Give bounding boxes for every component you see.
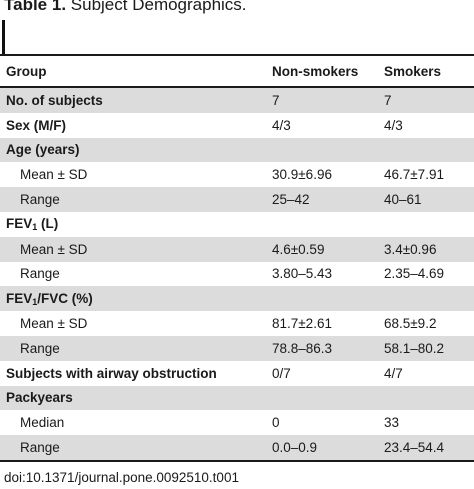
row-label-text: Range xyxy=(20,192,60,208)
table-header: Group Non-smokers Smokers xyxy=(0,56,474,88)
row-label-subscript: 1 xyxy=(32,296,38,307)
cell-non-smokers xyxy=(266,137,378,163)
table-row: Mean ± SD 30.9±6.96 46.7±7.91 xyxy=(0,162,474,188)
row-label: Sex (M/F) xyxy=(0,112,266,138)
row-label-text: No. of subjects xyxy=(6,92,103,108)
header-smokers: Smokers xyxy=(378,56,474,88)
cell-non-smokers: 4.6±0.59 xyxy=(266,236,378,262)
cell-non-smokers: 0/7 xyxy=(266,360,378,386)
row-label-text: Median xyxy=(20,415,65,431)
cell-non-smokers: 0.0–0.9 xyxy=(266,435,378,460)
cell-smokers: 2.35–4.69 xyxy=(378,261,474,287)
cell-non-smokers: 3.80–5.43 xyxy=(266,261,378,287)
cell-smokers xyxy=(378,137,474,163)
row-label-text: FEV xyxy=(6,290,33,306)
table-body: No. of subjects 7 7 Sex (M/F) 4/3 4/3 Age (yea… xyxy=(0,87,474,460)
row-label-text: Mean ± SD xyxy=(20,167,88,183)
cell-smokers: 4/3 xyxy=(378,112,474,138)
table-caption: Table 1. Subject Demographics. xyxy=(4,0,247,16)
table-row: Range 3.80–5.43 2.35–4.69 xyxy=(0,261,474,287)
cell-smokers: 33 xyxy=(378,410,474,436)
cell-smokers: 7 xyxy=(378,87,474,113)
table-row: Sex (M/F) 4/3 4/3 xyxy=(0,112,474,138)
row-label: Mean ± SD xyxy=(0,311,266,336)
row-label: Range xyxy=(0,435,266,460)
row-label-text: Range xyxy=(20,266,60,282)
cell-smokers: 40–61 xyxy=(378,187,474,212)
row-label: Subjects with airway obstruction xyxy=(0,360,266,386)
table-caption-title: Subject Demographics. xyxy=(70,0,247,14)
cell-smokers xyxy=(378,286,474,312)
cell-smokers xyxy=(378,211,474,237)
table-row: FEV1 (L) xyxy=(0,211,474,237)
row-label-text: Age (years) xyxy=(6,142,80,158)
table-caption-label: Table 1. xyxy=(4,0,67,14)
cell-non-smokers xyxy=(266,385,378,411)
cell-non-smokers: 78.8–86.3 xyxy=(266,335,378,361)
row-label-text: Range xyxy=(20,440,60,456)
table-row: Median 0 33 xyxy=(0,410,474,436)
cell-smokers: 46.7±7.91 xyxy=(378,162,474,188)
demographics-table: Group Non-smokers Smokers No. of subject… xyxy=(0,56,474,460)
table-row: Range 78.8–86.3 58.1–80.2 xyxy=(0,335,474,361)
table-row: Range 0.0–0.9 23.4–54.4 xyxy=(0,435,474,460)
row-label: Age (years) xyxy=(0,137,266,163)
caption-left-rule xyxy=(2,20,5,54)
table-row: Mean ± SD 81.7±2.61 68.5±9.2 xyxy=(0,311,474,336)
cell-smokers: 58.1–80.2 xyxy=(378,335,474,361)
cell-non-smokers xyxy=(266,286,378,312)
cell-smokers: 23.4–54.4 xyxy=(378,435,474,460)
table-row: FEV1/FVC (%) xyxy=(0,286,474,312)
row-label: No. of subjects xyxy=(0,87,266,113)
table-row: No. of subjects 7 7 xyxy=(0,87,474,113)
table-row: Age (years) xyxy=(0,137,474,163)
row-label: Range xyxy=(0,187,266,212)
row-label-suffix: (L) xyxy=(37,216,59,232)
cell-smokers: 68.5±9.2 xyxy=(378,311,474,336)
doi-footnote: doi:10.1371/journal.pone.0092510.t001 xyxy=(4,470,239,485)
cell-non-smokers: 30.9±6.96 xyxy=(266,162,378,188)
cell-non-smokers: 4/3 xyxy=(266,112,378,138)
demographics-table-container: Group Non-smokers Smokers No. of subject… xyxy=(0,54,474,462)
table-row: Subjects with airway obstruction 0/7 4/7 xyxy=(0,360,474,386)
row-label-text: Range xyxy=(20,340,60,356)
header-group: Group xyxy=(0,56,266,88)
row-label: Packyears xyxy=(0,385,266,411)
cell-non-smokers: 0 xyxy=(266,410,378,436)
cell-smokers xyxy=(378,385,474,411)
row-label-text: FEV xyxy=(6,216,33,232)
cell-smokers: 3.4±0.96 xyxy=(378,236,474,262)
row-label: Median xyxy=(0,410,266,436)
row-label-text: Mean ± SD xyxy=(20,316,88,332)
row-label-text: Mean ± SD xyxy=(20,241,88,257)
cell-smokers: 4/7 xyxy=(378,360,474,386)
row-label-subscript: 1 xyxy=(32,222,38,233)
row-label-text: Subjects with airway obstruction xyxy=(6,365,217,381)
header-non-smokers: Non-smokers xyxy=(266,56,378,88)
row-label-text: Sex (M/F) xyxy=(6,117,67,133)
row-label: Range xyxy=(0,261,266,287)
table-header-row: Group Non-smokers Smokers xyxy=(0,56,474,88)
row-label-suffix: /FVC (%) xyxy=(37,290,93,306)
cell-non-smokers xyxy=(266,211,378,237)
cell-non-smokers: 81.7±2.61 xyxy=(266,311,378,336)
table-row: Packyears xyxy=(0,385,474,411)
cell-non-smokers: 7 xyxy=(266,87,378,113)
row-label: Mean ± SD xyxy=(0,236,266,262)
row-label: Mean ± SD xyxy=(0,162,266,188)
row-label: FEV1 (L) xyxy=(0,211,266,237)
row-label: FEV1/FVC (%) xyxy=(0,286,266,312)
row-label-text: Packyears xyxy=(6,390,73,406)
row-label: Range xyxy=(0,335,266,361)
cell-non-smokers: 25–42 xyxy=(266,187,378,212)
table-row: Mean ± SD 4.6±0.59 3.4±0.96 xyxy=(0,236,474,262)
table-row: Range 25–42 40–61 xyxy=(0,187,474,212)
